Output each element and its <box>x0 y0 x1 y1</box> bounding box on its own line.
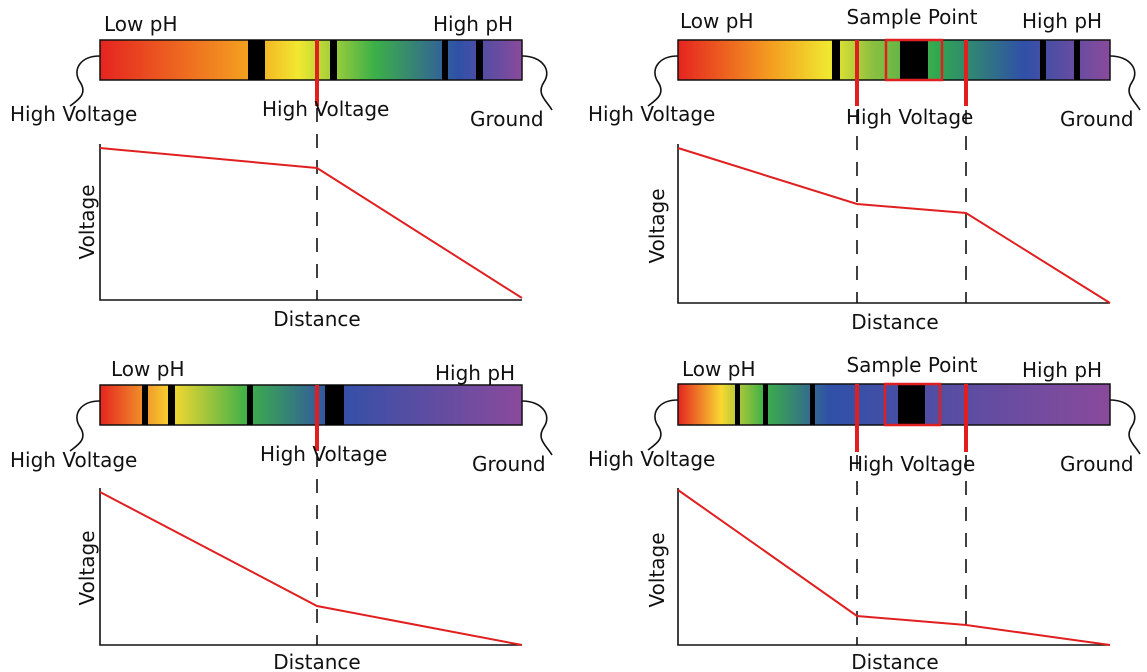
voltage-curve <box>677 147 1111 304</box>
gel-bar <box>99 39 523 81</box>
middle-label: High Voltage <box>262 97 389 121</box>
band <box>442 40 448 80</box>
axes <box>99 488 522 646</box>
middle-label: High Voltage <box>846 105 973 129</box>
voltage-curve <box>677 489 1111 646</box>
high-ph-label: High pH <box>435 361 515 385</box>
band <box>1074 40 1080 80</box>
voltage-curve <box>99 147 523 299</box>
wire <box>521 400 553 456</box>
sample-label: Sample Point <box>846 353 977 377</box>
wire <box>69 55 101 107</box>
x-label: Distance <box>273 650 360 672</box>
low-ph-label: Low pH <box>680 9 753 33</box>
high-ph-label: High pH <box>1022 358 1102 382</box>
y-label: Voltage <box>75 530 99 605</box>
wire <box>647 399 679 451</box>
band <box>248 40 265 80</box>
low-ph-label: Low pH <box>104 12 177 36</box>
right-label: Ground <box>1060 107 1134 131</box>
band <box>142 385 148 425</box>
left-label: High Voltage <box>588 102 715 126</box>
band <box>476 40 483 80</box>
panel: Low pH Sample Point High pH High Voltage… <box>588 353 1141 672</box>
high-ph-label: High pH <box>433 12 513 36</box>
left-label: High Voltage <box>10 102 137 126</box>
voltage-curve <box>99 491 523 646</box>
band <box>1040 40 1046 80</box>
sample-box <box>884 38 944 82</box>
panel: Low pH High pH High Voltage High Voltage… <box>10 357 553 672</box>
wire <box>1109 55 1141 111</box>
low-ph-label: Low pH <box>111 357 184 381</box>
high-ph-label: High pH <box>1022 9 1102 33</box>
panel: Low pH High pH High Voltage High Voltage… <box>10 12 553 331</box>
y-label: Voltage <box>645 188 669 263</box>
left-label: High Voltage <box>588 447 715 471</box>
gel-bar <box>677 383 1111 426</box>
band <box>168 385 175 425</box>
band <box>325 385 344 425</box>
wire <box>647 55 679 107</box>
right-label: Ground <box>470 107 544 131</box>
y-label: Voltage <box>645 532 669 607</box>
axes <box>99 144 522 301</box>
middle-label: High Voltage <box>848 452 975 476</box>
right-label: Ground <box>1060 452 1134 476</box>
axes <box>677 488 1110 646</box>
band <box>900 40 928 80</box>
wire <box>69 400 101 452</box>
sample-box <box>883 382 942 427</box>
gel-bar <box>99 384 523 426</box>
middle-label: High Voltage <box>260 442 387 466</box>
band <box>898 384 925 425</box>
band <box>810 384 815 425</box>
x-label: Distance <box>273 307 360 331</box>
band <box>832 40 840 80</box>
panel: Low pH Sample Point High pH High Voltage… <box>588 5 1141 334</box>
band <box>330 40 337 80</box>
x-label: Distance <box>851 650 938 672</box>
y-label: Voltage <box>75 184 99 259</box>
x-label: Distance <box>851 310 938 334</box>
band <box>735 384 740 425</box>
band <box>247 385 253 425</box>
gel-bar <box>677 39 1111 81</box>
wire <box>521 55 553 111</box>
band <box>763 384 768 425</box>
sample-label: Sample Point <box>846 5 977 29</box>
right-label: Ground <box>472 452 546 476</box>
wire <box>1109 399 1141 455</box>
low-ph-label: Low pH <box>682 357 755 381</box>
left-label: High Voltage <box>10 448 137 472</box>
